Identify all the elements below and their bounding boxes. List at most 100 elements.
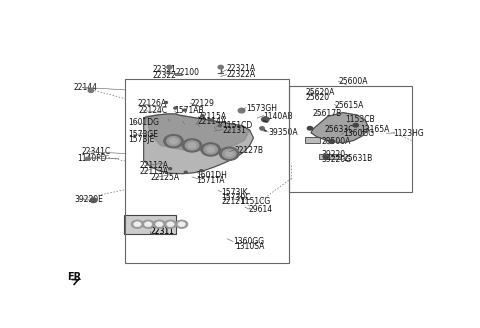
Circle shape [329, 140, 334, 143]
Text: 22115A: 22115A [198, 113, 227, 121]
Text: 1151CG: 1151CG [240, 197, 270, 206]
Bar [319, 154, 341, 158]
Text: 22125A: 22125A [150, 173, 180, 182]
Circle shape [182, 139, 202, 152]
Circle shape [201, 114, 204, 117]
Circle shape [164, 220, 177, 229]
Circle shape [167, 65, 172, 69]
Text: 22322: 22322 [152, 71, 176, 80]
Circle shape [262, 117, 269, 122]
Text: 25633C: 25633C [324, 125, 354, 133]
Circle shape [164, 134, 183, 148]
Circle shape [204, 145, 217, 154]
Circle shape [307, 127, 312, 130]
Circle shape [218, 125, 221, 127]
Text: 25600A: 25600A [338, 77, 368, 86]
Text: 22131: 22131 [223, 126, 246, 134]
Circle shape [156, 222, 163, 227]
Text: 39220E: 39220E [75, 195, 104, 204]
Text: 22341C: 22341C [82, 147, 111, 156]
Circle shape [188, 143, 196, 148]
Circle shape [185, 141, 199, 150]
Text: 1360GG: 1360GG [343, 129, 374, 138]
Text: 1140AB: 1140AB [264, 112, 293, 121]
Text: 1571AB: 1571AB [174, 106, 204, 115]
Circle shape [183, 109, 186, 111]
Text: 22321A: 22321A [227, 64, 256, 73]
Text: 1140FD: 1140FD [77, 154, 106, 163]
Text: 22121: 22121 [221, 197, 245, 206]
Text: 1151CD: 1151CD [223, 121, 253, 130]
Text: 22124C: 22124C [138, 106, 167, 115]
Text: 13165A: 13165A [360, 125, 390, 134]
Text: 22144: 22144 [73, 83, 97, 92]
Circle shape [133, 222, 141, 227]
Text: 22126A: 22126A [137, 99, 166, 108]
Text: 1153CB: 1153CB [346, 115, 375, 124]
Circle shape [144, 222, 152, 227]
Circle shape [131, 220, 144, 229]
Circle shape [201, 143, 220, 156]
Text: 15730C: 15730C [221, 193, 251, 202]
Text: FR: FR [67, 272, 81, 282]
Circle shape [238, 108, 245, 113]
Circle shape [223, 149, 236, 158]
Text: 22322A: 22322A [227, 70, 256, 79]
Text: 1571TA: 1571TA [196, 175, 224, 185]
Text: 22113A: 22113A [139, 167, 168, 176]
Circle shape [170, 139, 177, 144]
Circle shape [218, 65, 223, 69]
Text: 25617B: 25617B [312, 109, 341, 118]
Text: 1601DG: 1601DG [128, 118, 159, 127]
Circle shape [142, 220, 155, 229]
Circle shape [167, 136, 180, 146]
Text: 25620: 25620 [305, 93, 330, 102]
Bar [125, 78, 289, 263]
Text: 39220G: 39220G [322, 155, 351, 164]
Text: 25631B: 25631B [344, 154, 372, 163]
Text: 39350A: 39350A [268, 128, 298, 137]
Text: 39220: 39220 [322, 150, 346, 159]
Circle shape [184, 171, 187, 173]
Text: 1601DH: 1601DH [196, 171, 227, 180]
Polygon shape [145, 114, 250, 151]
Circle shape [353, 123, 359, 127]
Text: 1360GG: 1360GG [233, 237, 264, 246]
Bar [124, 215, 177, 234]
Text: 29614: 29614 [249, 205, 273, 214]
Text: 1573GE: 1573GE [128, 130, 158, 139]
Circle shape [207, 147, 215, 152]
Circle shape [167, 222, 174, 227]
Circle shape [174, 107, 177, 109]
Text: 1573GH: 1573GH [246, 104, 277, 113]
Circle shape [200, 170, 203, 172]
Text: 22321: 22321 [152, 65, 176, 74]
Text: 22112A: 22112A [139, 161, 168, 170]
Bar [305, 136, 320, 143]
Text: 25620A: 25620A [305, 88, 335, 97]
Circle shape [324, 155, 329, 159]
Text: 1573JE: 1573JE [128, 135, 155, 144]
Bar [175, 73, 181, 75]
Text: 28500A: 28500A [322, 137, 351, 146]
Text: 22311: 22311 [150, 227, 174, 236]
Polygon shape [144, 114, 253, 174]
Circle shape [85, 157, 90, 160]
Circle shape [175, 220, 188, 229]
Circle shape [153, 220, 166, 229]
Circle shape [90, 198, 97, 202]
Bar [289, 86, 411, 192]
Polygon shape [311, 113, 369, 143]
Circle shape [226, 151, 233, 156]
Circle shape [165, 101, 168, 104]
Text: 22311: 22311 [150, 227, 174, 236]
Text: 1573JK: 1573JK [221, 188, 248, 197]
Circle shape [168, 168, 172, 170]
Text: 22127B: 22127B [235, 146, 264, 155]
Circle shape [88, 89, 94, 92]
Text: 22100: 22100 [175, 68, 199, 77]
Text: 22114A: 22114A [198, 117, 227, 127]
Circle shape [210, 119, 213, 121]
Text: 1310SA: 1310SA [235, 242, 264, 252]
Circle shape [260, 127, 264, 130]
